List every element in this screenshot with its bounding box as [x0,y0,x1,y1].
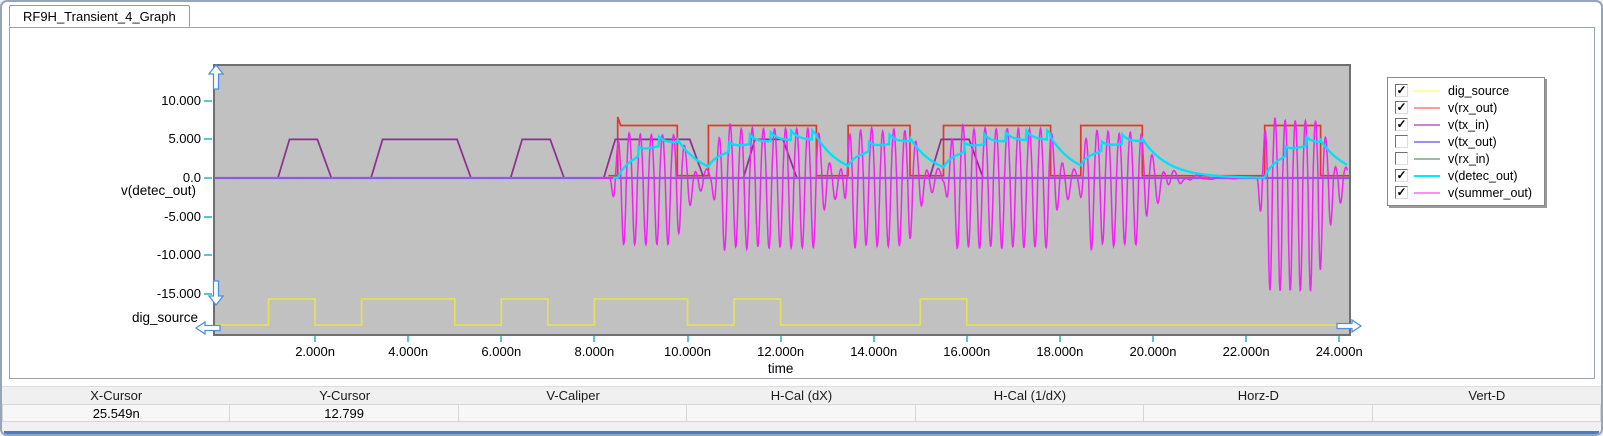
legend-item: ✓ v(summer_out) [1388,184,1544,201]
y-tick-mark [204,99,212,102]
y-tick-mark [204,254,212,257]
readout-value-cell [914,404,1145,422]
trace-dig_source [215,298,1349,326]
digital-channel-label: dig_source [131,310,198,325]
legend-label: v(rx_in) [1448,151,1490,166]
legend-label: v(detec_out) [1448,168,1518,183]
legend-label: v(tx_out) [1448,134,1497,149]
y-tick-label: -10.000 [156,247,201,263]
plot-area[interactable] [213,64,1351,336]
y-tick-label: 0.0 [182,170,201,185]
legend-color-swatch [1414,89,1440,92]
x-tick-label: 24.000n [1315,344,1363,359]
x-tick-label: 12.000n [757,344,805,359]
readout-value-cell: 12.799 [229,404,459,422]
graph-panel: v(detec_out) dig_source time ✓ dig_source… [9,27,1595,379]
x-tick-label: 22.000n [1222,344,1270,359]
x-tick-label: 8.000n [574,344,615,359]
y-tick-mark [204,138,212,141]
x-tick-mark [500,336,503,342]
x-tick-mark [965,336,968,342]
y-tick-label: 10.000 [161,92,201,108]
y-tick-label: -15.000 [156,285,201,301]
x-tick-label: 2.000n [295,344,335,359]
cursor-readout-bar: X-Cursor Y-Cursor V-Caliper H-Cal (dX) H-Cal… [2,386,1601,433]
readout-header-row: X-Cursor Y-Cursor V-Caliper H-Cal (dX) H-Cal… [2,386,1601,404]
legend-label: dig_source [1448,83,1510,98]
tab-title: RF9H_Transient_4_Graph [23,8,176,24]
x-tick-mark [1338,336,1341,342]
scroll-up-arrow-icon[interactable] [208,64,224,90]
trace-detec_out [613,126,1348,179]
x-tick-label: 20.000n [1129,344,1177,359]
x-tick-label: 18.000n [1036,344,1084,359]
scroll-down-arrow-icon[interactable] [208,280,224,306]
scroll-right-arrow-icon[interactable] [1336,319,1362,333]
y-tick-label: -5.000 [164,208,201,224]
readout-value-cell [457,404,688,422]
legend-color-swatch [1414,106,1440,109]
legend-item: ✓ v(tx_in) [1388,116,1544,133]
x-tick-label: 14.000n [850,344,898,359]
waveform-canvas [215,116,1349,326]
legend-checkbox[interactable] [1395,152,1408,165]
x-tick-mark [686,336,689,342]
x-tick-label: 16.000n [943,344,991,359]
legend-item: v(tx_out) [1388,133,1544,150]
legend-color-swatch [1414,140,1440,143]
x-tick-mark [1152,336,1154,342]
x-tick-mark [1245,336,1248,342]
readout-column-label: H-Cal (dX) [770,388,833,403]
legend-label: v(tx_in) [1448,117,1489,132]
legend-box: ✓ dig_source ✓ v(rx_out) ✓ v(tx_in) v(tx_out)v… [1387,77,1545,206]
legend-checkbox[interactable]: ✓ [1395,100,1408,114]
legend-label: v(summer_out) [1448,185,1533,200]
legend-color-swatch [1414,123,1440,126]
x-tick-label: 6.000n [481,344,522,359]
legend-item: ✓ v(rx_out) [1388,99,1544,116]
x-tick-mark [1058,336,1061,342]
x-tick-label: 4.000n [388,344,429,359]
legend-item: ✓ dig_source [1388,82,1544,99]
legend-checkbox[interactable] [1395,135,1408,148]
readout-column-label: Y-Cursor [319,388,371,403]
x-tick-mark [407,336,410,342]
readout-column-label: X-Cursor [90,388,143,403]
y-tick-mark [204,215,212,218]
legend-checkbox[interactable]: ✓ [1395,83,1408,97]
tab-graph[interactable]: RF9H_Transient_4_Graph [9,5,190,27]
readout-value-row: 25.549n 12.799 [2,404,1601,422]
x-tick-mark [314,336,317,342]
x-tick-mark [872,336,875,342]
y-tick-label: 5.000 [168,131,201,147]
legend-color-swatch [1414,157,1440,160]
trace-tx_in [215,138,1349,179]
y-tick-mark [204,292,212,295]
x-axis-title: time [767,361,794,376]
legend-color-swatch [1414,174,1440,177]
readout-column-label: Vert-D [1468,388,1506,403]
x-tick-mark [593,336,596,342]
legend-checkbox[interactable]: ✓ [1395,185,1408,199]
readout-value-cell [1143,404,1373,422]
readout-column-label: Horz-D [1237,388,1279,403]
readout-value-cell [1371,404,1601,422]
legend-checkbox[interactable]: ✓ [1395,117,1408,131]
x-tick-label: 10.000n [664,344,711,359]
legend-label: v(rx_out) [1448,100,1498,115]
legend-item: ✓ v(detec_out) [1388,167,1544,184]
window-bottom-accent [4,431,1599,434]
legend-item: v(rx_in) [1388,150,1544,167]
legend-checkbox[interactable]: ✓ [1395,168,1408,182]
readout-value-cell: 25.549n [2,404,231,422]
readout-column-label: H-Cal (1/dX) [993,388,1067,403]
legend-color-swatch [1414,191,1440,194]
readout-value-cell [686,404,916,422]
x-tick-mark [779,336,782,342]
y-axis-title: v(detec_out) [120,183,196,198]
scroll-left-arrow-icon[interactable] [195,321,221,335]
y-tick-mark [204,177,212,179]
readout-column-label: V-Caliper [546,388,600,403]
